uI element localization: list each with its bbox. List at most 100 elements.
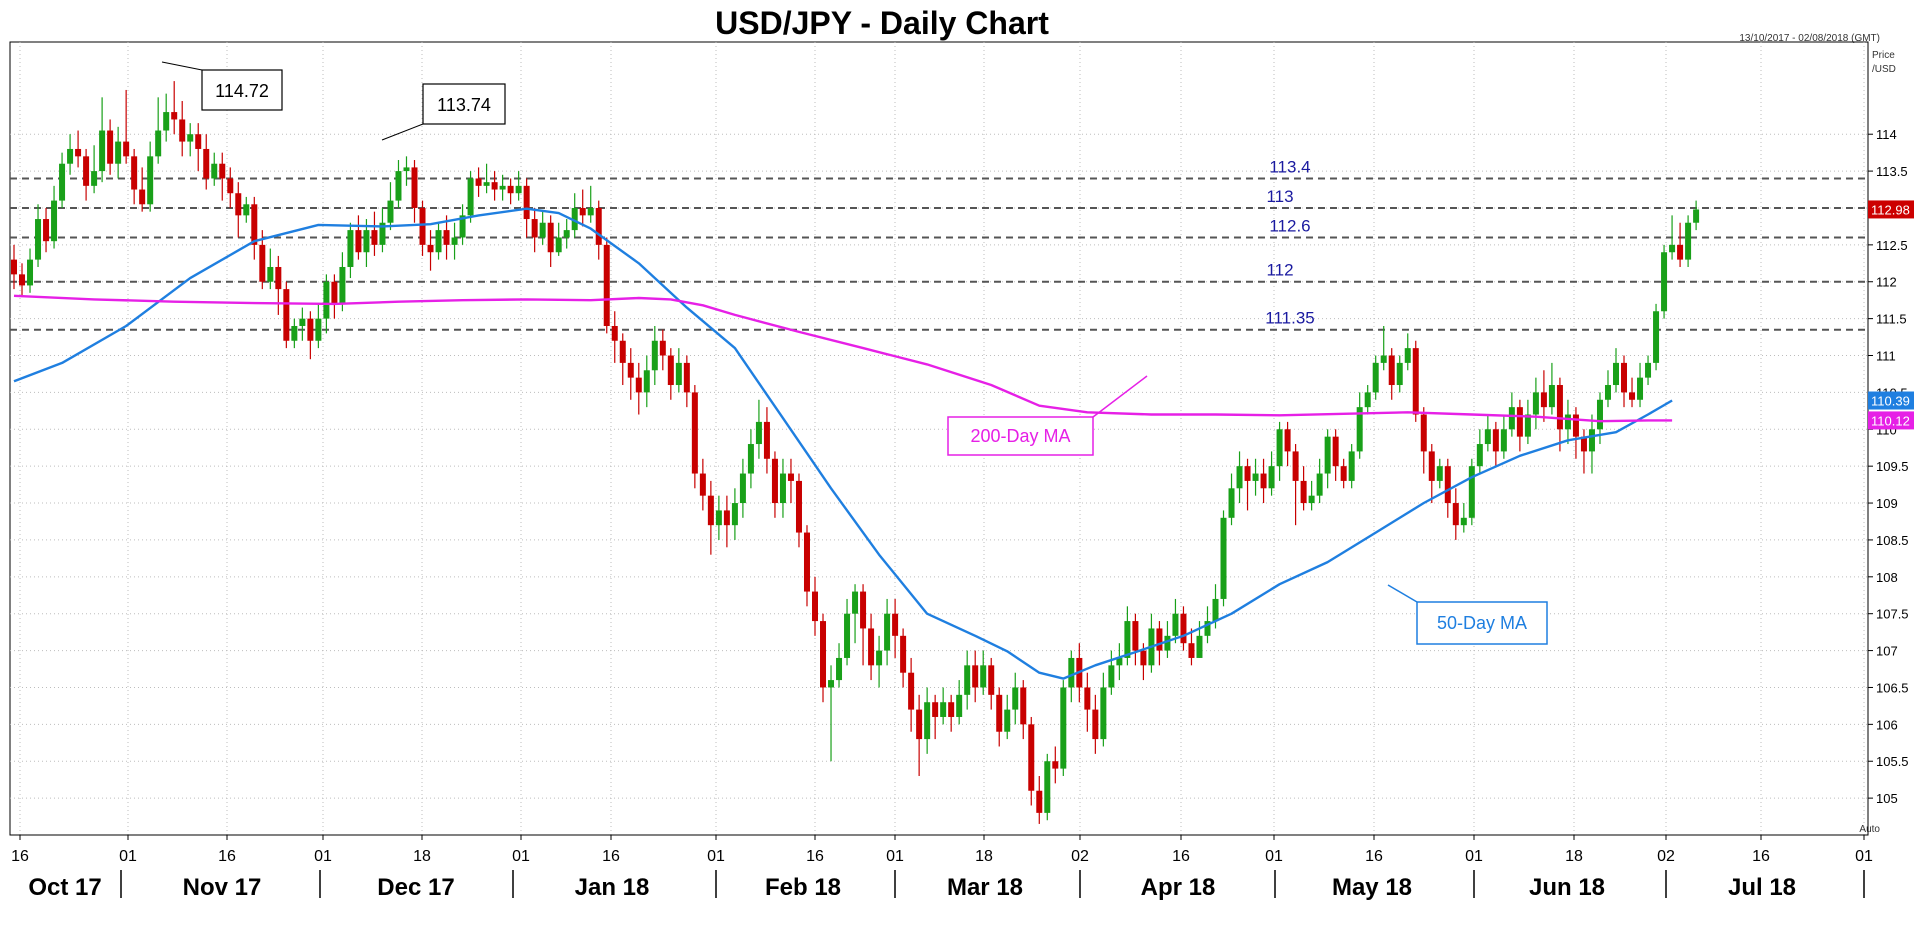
candle-body [1308, 495, 1315, 504]
candle [1524, 399, 1531, 445]
candle [619, 333, 626, 386]
level-label: 112 [1266, 261, 1293, 280]
x-tick-label: 01 [512, 848, 530, 865]
y-tick-label: 113.5 [1876, 164, 1908, 179]
candle-body [195, 134, 202, 149]
candle-body [1060, 687, 1067, 769]
candle [787, 458, 794, 504]
candle-body [699, 473, 706, 496]
candle-body [139, 189, 146, 205]
candle-body [884, 613, 891, 651]
price-annotation: 114.72 [161, 61, 283, 111]
price-tag: 110.12 [1868, 411, 1914, 430]
candle-body [163, 112, 170, 131]
candle [91, 145, 98, 194]
candle-body [747, 444, 754, 474]
candle-body [1428, 451, 1435, 481]
callout-label: 50-Day MA [1437, 613, 1527, 633]
candle [267, 248, 274, 290]
candle [163, 93, 170, 142]
price-label: Price [1872, 50, 1895, 61]
candle-body [51, 200, 58, 242]
candle-body [43, 219, 50, 242]
candle-body [1396, 362, 1403, 386]
candle [828, 665, 835, 762]
x-axis: 16 01 16 01 18 01 16 01 16 01 18 02 16 01 16 01 18 02 16 01… [10, 834, 1873, 901]
candle [291, 318, 298, 349]
candle-body [812, 591, 818, 622]
candle-body [331, 281, 338, 304]
candle [1356, 392, 1363, 459]
candle [1004, 694, 1011, 740]
candle [1613, 348, 1619, 393]
candle-body [739, 473, 746, 504]
candle [771, 451, 778, 518]
candle [1629, 377, 1636, 408]
candle [852, 584, 859, 644]
candle-body [1508, 407, 1515, 430]
candle-body [443, 230, 450, 245]
x-month-label: Jun 18 [1529, 874, 1605, 901]
candle [1132, 613, 1139, 666]
candle-body [948, 702, 955, 717]
candle [1284, 421, 1291, 467]
candle-body [1548, 385, 1555, 408]
candle-body [523, 185, 530, 220]
x-tick-label: 18 [1565, 848, 1583, 865]
candle [1669, 215, 1676, 260]
candle [1492, 421, 1499, 467]
candle [107, 119, 114, 175]
candle [1348, 444, 1355, 489]
candle [635, 362, 642, 415]
x-tick-label: 01 [1855, 848, 1873, 865]
candle [1412, 340, 1419, 422]
price-tag-bg [1868, 200, 1914, 219]
x-tick-label: 01 [314, 848, 332, 865]
candle-body [803, 532, 810, 592]
candle [940, 687, 947, 725]
candle [491, 171, 498, 201]
candle [83, 148, 90, 201]
candle-body [1140, 650, 1147, 666]
candle-body [908, 672, 915, 710]
y-tick-label: 108.5 [1876, 533, 1909, 548]
candle [844, 598, 851, 666]
x-tick-label: 16 [602, 848, 620, 865]
candle [347, 222, 354, 279]
candle [35, 204, 42, 267]
candle [988, 657, 995, 710]
candle-body [515, 185, 522, 194]
candle [779, 458, 786, 518]
candle [1436, 458, 1443, 489]
candle-body [291, 326, 298, 341]
candle-body [1316, 473, 1323, 496]
candle-body [900, 635, 907, 673]
candle-body [1645, 362, 1652, 378]
candle [860, 584, 867, 666]
candle-body [547, 222, 554, 253]
candle-body [323, 281, 330, 319]
x-tick-label: 16 [11, 848, 29, 865]
candle [19, 263, 26, 297]
candle-body [828, 680, 835, 688]
candle [155, 97, 162, 164]
candle-body [1268, 466, 1275, 489]
candle-body [1252, 473, 1259, 481]
candle [755, 399, 762, 459]
candle-body [1524, 414, 1531, 437]
candle [331, 274, 338, 319]
candle-body [924, 702, 931, 740]
candle [595, 200, 602, 260]
candle-body [1204, 621, 1211, 636]
candle-body [491, 182, 498, 190]
candle [1300, 466, 1307, 511]
candle-body [779, 473, 786, 504]
candle-body [659, 340, 666, 356]
x-tick-label: 16 [1752, 848, 1770, 865]
candle-body [787, 473, 794, 481]
level-label: 111.35 [1265, 309, 1314, 328]
candle [892, 598, 899, 658]
candle [131, 148, 138, 205]
candle-body [876, 650, 883, 666]
x-tick-label: 01 [1265, 848, 1283, 865]
